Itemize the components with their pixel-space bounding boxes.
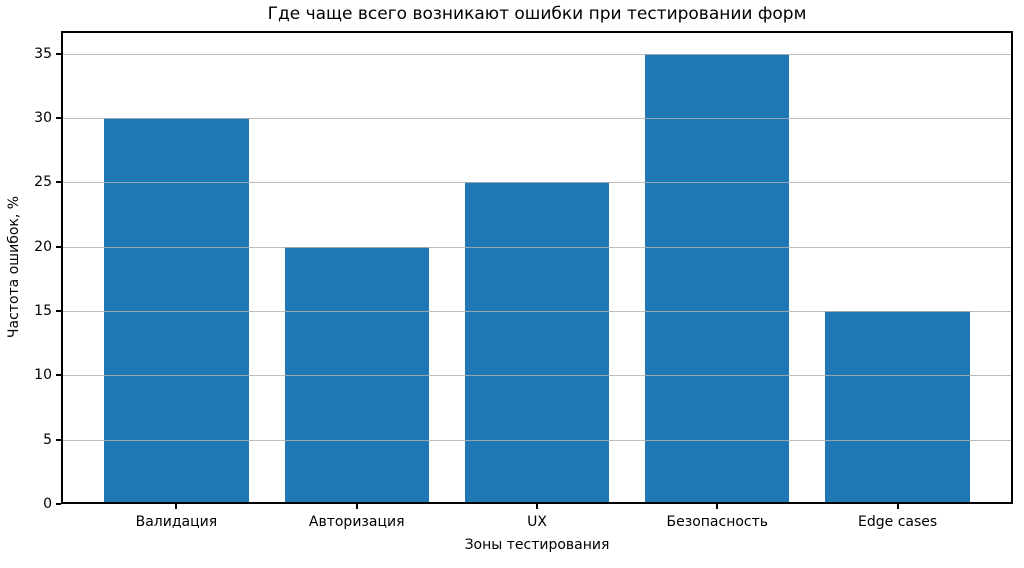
y-tick-mark xyxy=(56,374,61,377)
x-tick-mark xyxy=(716,504,719,509)
gridline-y-10 xyxy=(61,375,1013,377)
y-tick-mark xyxy=(56,116,61,119)
gridline-y-30 xyxy=(61,117,1013,119)
bar-UX xyxy=(464,182,610,504)
gridline-y-35 xyxy=(61,53,1013,55)
x-tick-mark xyxy=(896,504,899,509)
y-tick-mark xyxy=(56,438,61,441)
y-tick-mark xyxy=(56,503,61,505)
y-tick-label: 0 xyxy=(43,496,52,512)
plot-area xyxy=(61,31,1013,504)
gridline-y-25 xyxy=(61,182,1013,184)
x-tick-label: Безопасность xyxy=(666,514,769,530)
grid-layer xyxy=(61,31,1013,504)
y-tick-label: 15 xyxy=(34,302,52,319)
x-axis-label: Зоны тестирования xyxy=(464,537,610,553)
x-tick-label: Валидация xyxy=(135,514,218,530)
y-tick-label: 25 xyxy=(34,174,52,191)
y-axis-label: Частота ошибок, % xyxy=(6,195,22,339)
gridline-y-20 xyxy=(61,246,1013,248)
gridline-y-15 xyxy=(61,310,1013,312)
y-tick-mark xyxy=(56,181,61,184)
bar-Edge cases xyxy=(825,310,970,504)
y-tick-label: 30 xyxy=(34,109,52,126)
x-tick-label: UX xyxy=(527,514,547,530)
y-tick-label: 10 xyxy=(34,367,52,384)
x-tick-mark xyxy=(355,504,358,509)
y-tick-mark xyxy=(56,52,61,55)
y-tick-label: 5 xyxy=(43,431,52,448)
x-tick-label: Edge cases xyxy=(858,514,938,530)
y-tick-label: 35 xyxy=(34,45,52,62)
gridline-y-5 xyxy=(61,439,1013,441)
y-tick-mark xyxy=(56,309,61,312)
x-tick-mark xyxy=(175,504,178,509)
x-tick-mark xyxy=(536,504,538,509)
y-tick-label: 20 xyxy=(34,238,52,255)
x-tick-label: Авторизация xyxy=(308,514,405,530)
chart-title: Где чаще всего возникают ошибки при тест… xyxy=(267,4,807,24)
bar-Безопасность xyxy=(645,53,790,504)
y-tick-mark xyxy=(56,245,61,248)
